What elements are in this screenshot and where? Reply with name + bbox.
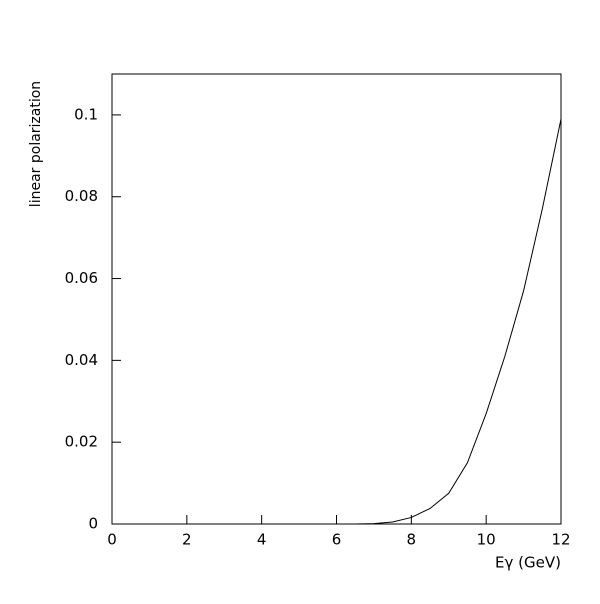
y-tick-label: 0.04 <box>65 351 98 369</box>
y-axis-label: linear polarization <box>28 81 44 207</box>
x-tick-label: 8 <box>407 531 417 549</box>
x-tick-label: 12 <box>551 531 570 549</box>
y-tick-label: 0.02 <box>65 433 98 451</box>
plot-frame <box>111 73 562 525</box>
y-tick-label: 0.06 <box>65 269 98 287</box>
x-axis-label: Eγ (GeV) <box>495 554 561 572</box>
x-tick-label: 2 <box>182 531 192 549</box>
y-tick-label: 0 <box>88 515 98 533</box>
x-tick-label: 10 <box>477 531 496 549</box>
x-tick-label: 6 <box>332 531 342 549</box>
data-line <box>355 118 562 525</box>
x-tick-label: 4 <box>257 531 267 549</box>
x-tick-label: 0 <box>107 531 117 549</box>
y-tick-label: 0.08 <box>65 187 98 205</box>
y-tick-label: 0.1 <box>74 105 98 123</box>
